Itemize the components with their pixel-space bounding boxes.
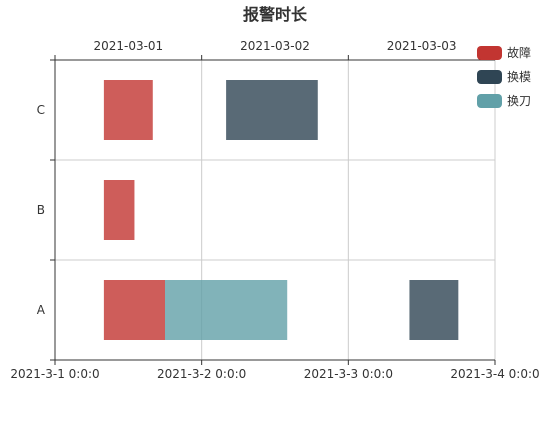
bar-A: [103, 280, 165, 340]
x-tick-label-bottom: 2021-3-1 0:0:0: [10, 367, 99, 381]
chart-title: 报警时长: [243, 5, 308, 24]
x-tick-label-top: 2021-03-03: [387, 39, 457, 53]
legend-label: 故障: [507, 45, 531, 60]
bar-A: [165, 280, 288, 340]
legend-swatch: [477, 94, 502, 108]
legend-label: 换刀: [507, 94, 531, 108]
legend-swatch: [477, 46, 502, 60]
legend-label: 换模: [507, 70, 531, 84]
x-tick-label-top: 2021-03-02: [240, 39, 310, 53]
x-tick-label-bottom: 2021-3-2 0:0:0: [157, 367, 246, 381]
legend-swatch: [477, 70, 502, 84]
x-tick-label-bottom: 2021-3-3 0:0:0: [304, 367, 393, 381]
y-tick-label: C: [37, 103, 45, 117]
x-tick-label-top: 2021-03-01: [93, 39, 163, 53]
y-tick-label: B: [37, 203, 45, 217]
bar-A: [409, 280, 459, 340]
axes: 2021-3-1 0:0:0 2021-3-2 0:0:0 2021-3-3 0:0…: [10, 39, 539, 381]
bar-C: [226, 80, 318, 140]
bars: [103, 80, 459, 340]
bar-B: [103, 180, 135, 240]
bar-C: [103, 80, 153, 140]
x-tick-label-bottom: 2021-3-4 0:0:0: [450, 367, 539, 381]
y-tick-label: A: [37, 303, 46, 317]
